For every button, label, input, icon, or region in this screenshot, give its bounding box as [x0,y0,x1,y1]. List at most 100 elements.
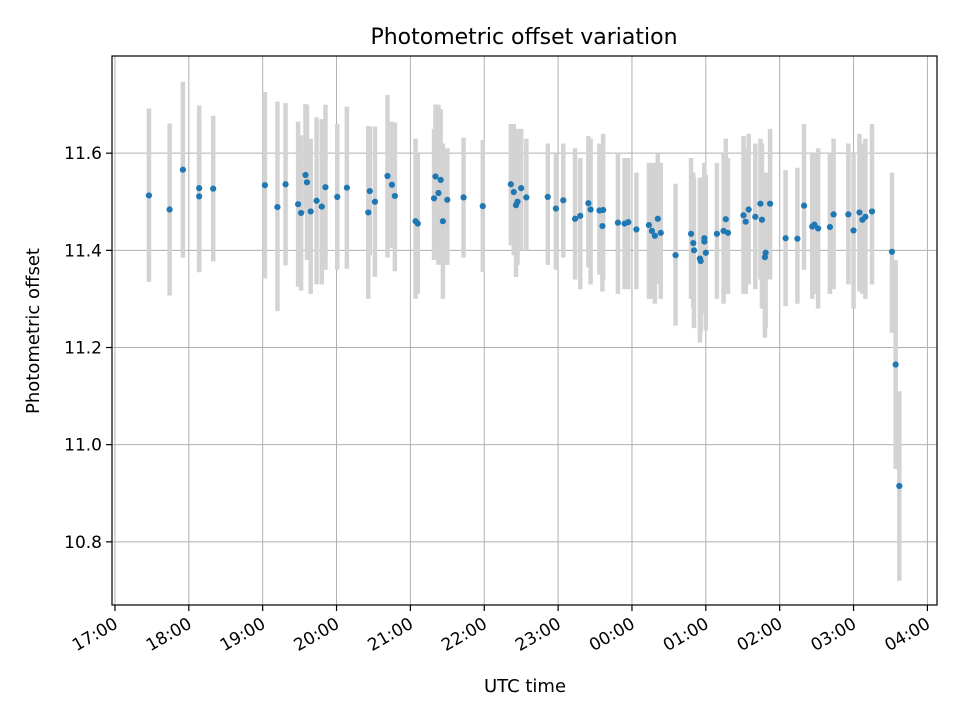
data-point [740,212,747,219]
x-tick-label: 22:00 [438,614,490,656]
data-point [261,182,268,189]
x-tick-label: 21:00 [364,614,416,656]
data-point [196,193,203,200]
data-point [687,230,695,237]
data-point [625,219,632,226]
data-point [391,192,398,200]
y-tick-label: 11.6 [64,144,102,164]
data-point [439,218,446,225]
data-point [371,198,379,205]
data-point [384,172,391,180]
data-point [307,208,314,215]
data-point [766,200,774,207]
data-point [366,187,373,195]
x-tick-label: 19:00 [217,614,269,656]
x-tick-label: 01:00 [660,614,712,656]
data-point [800,202,808,209]
y-tick-label: 11.2 [64,339,102,359]
data-point [210,185,217,192]
data-point [322,184,329,191]
data-point [512,202,520,209]
data-point [724,229,732,236]
data-point [742,218,749,225]
y-tick-label: 11.4 [64,241,102,261]
data-point [690,239,697,247]
x-tick-label: 04:00 [881,614,933,656]
data-point [752,213,759,220]
data-point [599,222,606,230]
data-point [460,194,467,201]
data-point [702,249,709,256]
data-point [845,211,852,218]
data-point [722,216,729,223]
data-point [587,206,594,213]
data-point [672,252,679,259]
data-point [334,193,341,200]
data-point [318,203,325,210]
x-tick-label: 20:00 [291,614,343,656]
data-point [343,184,350,191]
x-axis: 17:00 18:00 19:00 20:00 21:00 22:00 23:00 00:00… [69,605,934,656]
x-axis-label: UTC time [484,676,566,697]
data-point [444,196,451,203]
data-point [701,238,708,245]
y-axis: 10.8 11.0 11.2 11.4 11.6 [64,144,112,553]
x-tick-label: 02:00 [734,614,786,656]
data-point [282,181,289,188]
plot-area-frame [111,55,938,606]
x-tick-label: 03:00 [808,614,860,656]
data-point [745,206,752,213]
error-bars [146,81,902,581]
y-axis-label: Photometric offset [23,248,44,414]
data-point [690,247,698,254]
x-tick-label: 17:00 [69,614,121,656]
data-point [510,188,517,196]
data-point [437,176,444,183]
x-tick-label: 18:00 [143,614,195,656]
data-point [713,230,721,237]
data-point [892,361,899,368]
data-point [758,216,766,223]
data-point [430,195,438,202]
data-point [552,205,559,212]
data-point [179,166,187,173]
data-point [560,197,567,204]
data-point [432,173,439,180]
data-point [577,212,584,219]
data-point [648,227,656,235]
grid [112,56,937,605]
data-point [762,249,769,256]
data-point [435,189,442,197]
data-point [274,203,281,211]
data-point [544,193,551,200]
data-point [862,213,869,220]
data-point [302,171,309,179]
data-point [297,209,305,217]
x-tick-label: 00:00 [586,614,638,656]
data-point [814,225,822,232]
data-point [757,200,764,207]
data-point [651,232,658,239]
data-point [365,209,372,216]
y-tick-label: 10.8 [64,533,102,553]
data-point [794,235,801,242]
data-point [166,206,173,213]
data-point [313,197,320,204]
data-point [654,215,661,222]
data-point [600,206,607,214]
x-tick-label: 23:00 [512,614,564,656]
data-point [850,227,857,234]
data-point [826,223,834,231]
data-point [614,219,622,226]
data-point [571,215,579,222]
data-point [145,192,153,199]
data-point [585,200,592,207]
data-point [633,226,640,233]
data-points [145,166,903,490]
data-point [507,181,514,188]
data-point [523,194,530,201]
data-point [856,209,863,216]
data-point [414,220,421,227]
data-point [868,208,876,215]
chart-title: Photometric offset variation [370,25,677,50]
